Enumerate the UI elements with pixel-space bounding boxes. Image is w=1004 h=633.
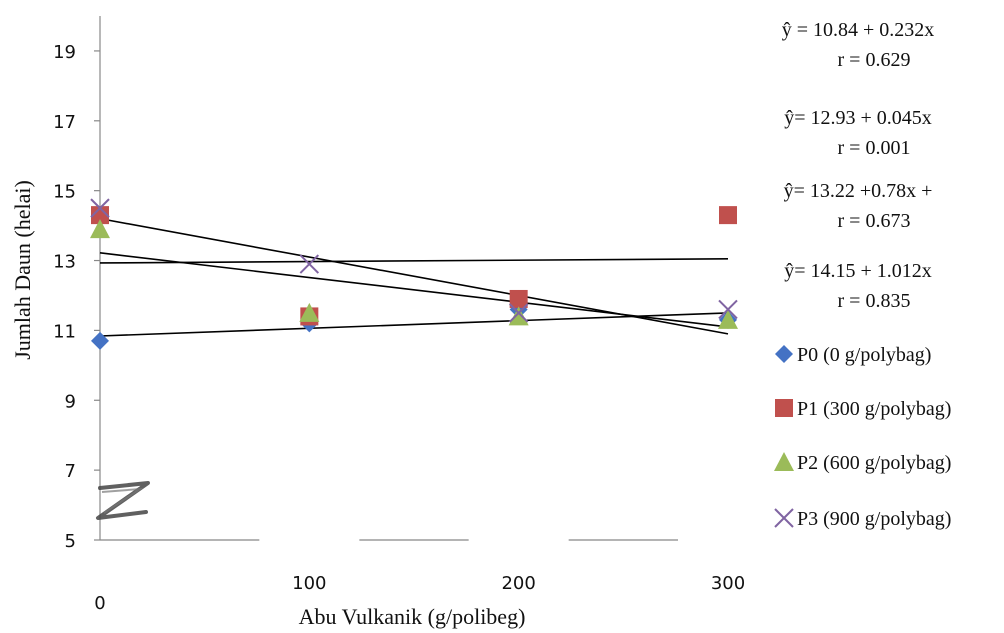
point-x-3-0-stroke: [90, 198, 110, 218]
data-points: [90, 198, 738, 350]
regression-equation: ŷ= 13.22 +0.78x +: [784, 180, 933, 202]
y-tick-label: 13: [53, 252, 76, 273]
x-tick-label: 300: [711, 573, 745, 594]
y-tick-label: 19: [53, 42, 76, 63]
correlation-value: r = 0.835: [838, 290, 911, 312]
regression-equation: ŷ= 14.15 + 1.012x: [784, 260, 932, 282]
x-tick-label: 200: [501, 573, 535, 594]
x-tick-gap: [259, 534, 360, 548]
point-x-3-3: [718, 299, 738, 320]
point-x-3-0: [90, 198, 110, 218]
legend-label: P0 (0 g/polybag): [797, 344, 931, 366]
legend-marker-triangle: [774, 452, 794, 471]
regression-annotations: ŷ = 10.84 + 0.232x r = 0.629 ŷ= 12.93 + 0.…: [782, 19, 935, 312]
point-triangle-2-2: [508, 306, 529, 326]
correlation-value: r = 0.001: [838, 137, 911, 159]
legend-label: P3 (900 g/polybag): [797, 508, 951, 530]
correlation-value: r = 0.629: [838, 49, 911, 71]
y-tick-label: 9: [65, 391, 76, 412]
trendline-1: [99, 257, 729, 264]
tick-labels: 5 7 9 11 13 15 17 19 0 100 200 300: [53, 42, 778, 614]
axes: [94, 16, 733, 541]
point-square-1-0: [91, 206, 109, 225]
point-square-1-3: [719, 206, 737, 225]
y-tick-label: 7: [65, 461, 76, 482]
trendline-0: [99, 312, 729, 337]
point-triangle-2-3: [718, 309, 738, 329]
y-axis-title: Jumlah Daun (helai): [10, 180, 35, 360]
correlation-value: r = 0.673: [838, 210, 911, 232]
trendlines: [99, 217, 729, 337]
y-tick-label: 5: [65, 531, 76, 552]
legend-marker-diamond: [775, 345, 793, 363]
point-triangle-2-0: [90, 219, 110, 239]
point-x-3-1: [299, 254, 320, 274]
x-tick-label: 100: [292, 573, 326, 594]
point-x-3-1-stroke: [299, 254, 320, 274]
point-diamond-0-0: [91, 331, 109, 350]
trendline-3: [99, 217, 729, 335]
legend: P0 (0 g/polybag) P1 (300 g/polybag) P2 (60…: [774, 344, 951, 530]
point-square-1-2: [509, 289, 528, 308]
legend-marker-square: [775, 399, 793, 417]
x-tick-gap: [678, 534, 778, 548]
legend-marker-x: [774, 508, 794, 528]
point-x-3-2: [508, 303, 529, 323]
legend-label: P2 (600 g/polybag): [797, 452, 951, 474]
axis-titles: Abu Vulkanik (g/polibeg) Jumlah Daun (he…: [10, 180, 525, 629]
x-tick-gap: [468, 534, 569, 548]
regression-equation: ŷ= 12.93 + 0.045x: [784, 107, 932, 129]
y-tick-label: 11: [53, 321, 76, 342]
scribble-mark: [96, 481, 150, 520]
x-axis-title: Abu Vulkanik (g/polibeg): [299, 604, 526, 629]
legend-label: P1 (300 g/polybag): [797, 398, 951, 420]
legend-marker-x-stroke: [774, 508, 794, 528]
regression-equation: ŷ = 10.84 + 0.232x: [782, 19, 935, 41]
x-tick-label: 0: [94, 593, 105, 614]
y-tick-label: 15: [53, 182, 76, 203]
y-tick-label: 17: [53, 112, 76, 133]
point-x-3-3-stroke: [718, 299, 738, 320]
point-triangle-2-1: [299, 302, 320, 322]
point-x-3-2-stroke: [508, 303, 529, 323]
